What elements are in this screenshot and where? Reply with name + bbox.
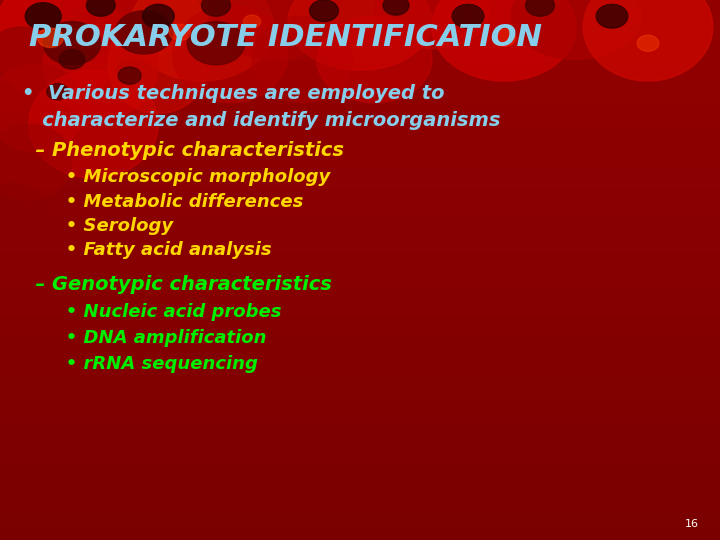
Ellipse shape (0, 27, 65, 113)
Ellipse shape (108, 16, 209, 113)
Text: – Phenotypic characteristics: – Phenotypic characteristics (22, 141, 343, 160)
Text: – Genotypic characteristics: – Genotypic characteristics (22, 275, 331, 294)
Ellipse shape (317, 16, 432, 103)
Text: 16: 16 (685, 519, 698, 529)
Ellipse shape (130, 0, 274, 81)
Circle shape (383, 0, 409, 15)
Text: • rRNA sequencing: • rRNA sequencing (22, 355, 258, 373)
Circle shape (118, 67, 141, 84)
Text: •  Various techniques are employed to: • Various techniques are employed to (22, 84, 444, 103)
Ellipse shape (288, 0, 432, 70)
Circle shape (59, 50, 85, 69)
Ellipse shape (374, 0, 490, 49)
Circle shape (526, 0, 554, 16)
Ellipse shape (58, 0, 202, 59)
Ellipse shape (29, 70, 158, 178)
Text: • Nucleic acid probes: • Nucleic acid probes (22, 303, 281, 321)
Text: • Metabolic differences: • Metabolic differences (22, 193, 303, 211)
Ellipse shape (43, 11, 158, 119)
Ellipse shape (432, 0, 576, 81)
Text: • Serology: • Serology (22, 217, 173, 235)
Ellipse shape (173, 5, 288, 103)
Circle shape (47, 84, 68, 100)
Text: PROKARYOTE IDENTIFICATION: PROKARYOTE IDENTIFICATION (29, 23, 541, 52)
Circle shape (243, 15, 261, 28)
Circle shape (596, 4, 628, 28)
Circle shape (310, 0, 338, 22)
Circle shape (86, 0, 115, 16)
Text: • Microscopic morphology: • Microscopic morphology (22, 168, 330, 186)
Circle shape (143, 4, 174, 28)
Ellipse shape (0, 0, 122, 103)
Ellipse shape (0, 65, 86, 151)
Ellipse shape (0, 184, 50, 248)
Circle shape (37, 28, 63, 48)
Text: • Fatty acid analysis: • Fatty acid analysis (22, 241, 271, 259)
Circle shape (202, 0, 230, 16)
Circle shape (169, 24, 191, 40)
Ellipse shape (187, 22, 245, 65)
Text: • DNA amplification: • DNA amplification (22, 329, 266, 347)
Ellipse shape (115, 11, 173, 54)
Ellipse shape (0, 124, 72, 200)
Text: characterize and identify microorganisms: characterize and identify microorganisms (22, 111, 500, 130)
Ellipse shape (511, 0, 641, 59)
Ellipse shape (209, 0, 338, 59)
Circle shape (637, 35, 659, 51)
Circle shape (452, 4, 484, 28)
Circle shape (492, 29, 516, 46)
Ellipse shape (583, 0, 713, 81)
Circle shape (25, 3, 61, 30)
Ellipse shape (43, 22, 101, 65)
Ellipse shape (252, 16, 353, 103)
